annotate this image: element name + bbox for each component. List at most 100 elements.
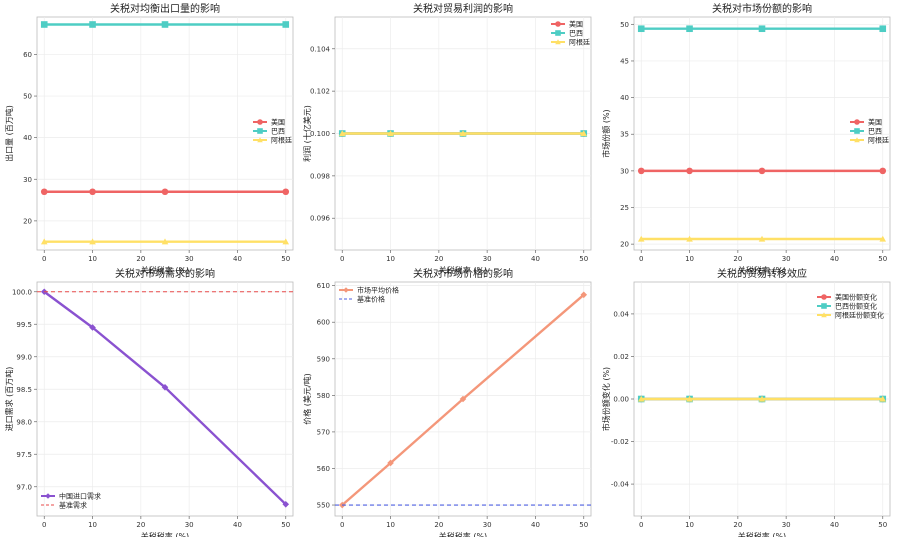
chart-panel-5: 0 10 20 30 40 50 550 560 570 580 590 600 610 关税对市场价格的…: [302, 267, 592, 537]
y-tick-label: 30: [620, 167, 629, 175]
legend-label: 巴西份额变化: [835, 302, 877, 311]
legend-label: 阿根廷份额变化: [835, 311, 884, 320]
y-tick-label: 580: [317, 392, 330, 400]
chart-panel-4: 0 10 20 30 40 50 97.0 97.5 98.0 98.5 99.0 99.5 100.0…: [4, 267, 294, 537]
legend-label: 巴西: [569, 30, 583, 38]
x-axis-label: 关税税率 (%): [439, 531, 487, 537]
x-tick-label: 20: [136, 521, 145, 529]
x-tick-label: 20: [733, 521, 742, 529]
data-point: [686, 235, 693, 242]
legend-marker: [555, 39, 561, 45]
legend-marker: [45, 493, 51, 499]
x-tick-label: 30: [782, 521, 791, 529]
chart-title: 关税对市场需求的影响: [115, 267, 215, 280]
data-point: [686, 25, 693, 33]
x-tick-label: 50: [579, 255, 588, 263]
data-point: [387, 459, 394, 467]
data-point: [637, 395, 645, 402]
y-axis-label: 利润 (十亿美元): [302, 105, 312, 162]
plot-area: [36, 16, 294, 251]
data-point: [282, 238, 290, 245]
x-tick-label: 50: [579, 521, 588, 529]
x-tick-label: 10: [685, 255, 694, 263]
y-axis-label: 市场份额变化 (%): [601, 367, 611, 431]
y-tick-label: 40: [620, 94, 629, 102]
data-point: [282, 188, 290, 196]
y-axis-label: 进口需求 (百万吨): [4, 367, 14, 432]
y-tick-label: 30: [23, 176, 32, 184]
y-tick-label: 610: [317, 282, 330, 290]
data-point: [879, 395, 887, 402]
legend-label: 阿根廷: [868, 136, 889, 145]
data-point: [161, 188, 169, 196]
x-tick-label: 20: [434, 521, 443, 529]
y-tick-label: 97.5: [16, 451, 32, 459]
x-tick-label: 40: [830, 255, 839, 263]
y-axis-label: 市场份额 (%): [601, 109, 611, 157]
x-tick-label: 30: [185, 521, 194, 529]
legend-marker: [821, 303, 827, 309]
y-tick-label: 0.096: [310, 215, 331, 223]
chart-panel-6: 0 10 20 30 40 50 -0.04 -0.02 0.00 0.02 0.04 关税的贸易转移…: [601, 267, 891, 537]
y-axis-label: 价格 (美元/吨): [302, 373, 312, 424]
data-point: [161, 384, 169, 391]
legend-label: 美国: [868, 118, 882, 127]
y-tick-label: -0.02: [611, 438, 629, 446]
plot-area: [633, 16, 891, 251]
y-tick-label: 0.00: [613, 396, 629, 404]
x-tick-label: 40: [531, 521, 540, 529]
x-tick-label: 10: [88, 255, 97, 263]
x-tick-label: 40: [830, 521, 839, 529]
data-point: [387, 130, 394, 137]
data-point: [282, 501, 290, 508]
x-axis-label: 关税税率 (%): [439, 265, 487, 275]
legend-label: 美国: [271, 118, 285, 127]
x-tick-label: 0: [639, 521, 643, 529]
data-point: [161, 21, 169, 28]
legend-label: 阿根廷: [569, 38, 590, 47]
y-tick-label: 98.0: [16, 418, 32, 426]
y-tick-label: 99.5: [16, 321, 32, 329]
chart-title: 关税对均衡出口量的影响: [110, 2, 220, 15]
chart-title: 关税的贸易转移效应: [717, 267, 807, 280]
y-tick-label: 20: [620, 241, 629, 249]
legend-label: 巴西: [868, 128, 882, 136]
data-point: [637, 167, 645, 175]
y-tick-label: 600: [317, 319, 330, 327]
x-tick-label: 10: [685, 521, 694, 529]
legend-marker: [257, 128, 263, 134]
x-axis-label: 关税税率 (%): [738, 531, 786, 537]
legend-marker: [854, 137, 860, 143]
data-point: [40, 188, 48, 196]
x-tick-label: 40: [233, 521, 242, 529]
data-point: [40, 238, 48, 245]
y-tick-label: 98.5: [16, 386, 32, 394]
data-point: [686, 167, 693, 175]
legend-marker: [555, 21, 561, 27]
legend-marker: [257, 119, 263, 125]
x-tick-label: 50: [878, 255, 887, 263]
data-point: [89, 21, 96, 28]
x-tick-label: 50: [281, 255, 290, 263]
data-point: [879, 235, 887, 242]
legend-label: 基准价格: [357, 295, 385, 304]
x-axis-label: 关税税率 (%): [141, 265, 189, 275]
y-tick-label: 25: [620, 204, 629, 212]
x-axis-label: 关税税率 (%): [141, 531, 189, 537]
chart-title: 关税对市场份额的影响: [712, 2, 812, 15]
series-line: [43, 290, 287, 506]
y-tick-label: 50: [23, 93, 32, 101]
legend-marker: [854, 119, 860, 125]
legend-label: 美国: [569, 20, 583, 29]
x-tick-label: 0: [42, 521, 46, 529]
y-tick-label: 0.102: [310, 88, 330, 96]
data-point: [580, 130, 588, 137]
x-tick-label: 0: [340, 521, 344, 529]
y-tick-label: 35: [620, 131, 629, 139]
